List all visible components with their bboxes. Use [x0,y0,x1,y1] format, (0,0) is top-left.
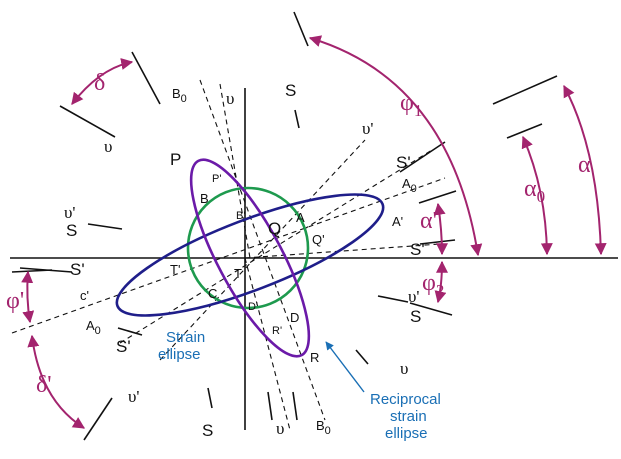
label-S-right: S [410,307,421,326]
unit-circle [186,186,310,310]
label-B0-top: B0 [172,86,187,105]
label-S-prime-left: S' [70,260,85,279]
label-T: T [234,266,242,281]
alpha0-arc [521,135,553,256]
label-A: A [296,210,305,225]
dashed-lines [11,79,446,431]
label-upsilon-left: υ [104,137,112,156]
reciprocal-strain-ellipse [189,158,311,358]
label-D-prime: D' [248,301,258,313]
dashed-line-upsilon-bottom [244,257,291,431]
delta-prime-arc [27,334,86,429]
label-D: D [290,310,299,325]
label-S-prime-lower-left: S' [116,337,131,356]
delta-label: δ [94,70,105,96]
alpha-prime-arc [433,202,448,256]
label-R-prime: R' [272,325,282,337]
label-T-prime: T' [170,262,180,277]
delta-arc [71,58,134,105]
label-c-prime: c' [80,288,89,303]
alpha-label: α [578,152,591,178]
dashed-line-upsilon-top [219,83,251,259]
label-upsilon-bottom: υ [276,419,284,438]
dashed-line-B0 [199,79,326,421]
label-upsilon-top: υ [226,89,234,108]
phi-prime-label: φ' [6,288,24,314]
label-P-prime: P' [212,173,221,185]
phi2-label: φ2 [422,270,444,300]
delta-prime-label: δ' [36,372,52,398]
label-S-left: S [66,221,77,240]
phi1-label: φ1 [400,90,422,120]
alpha0-label: α0 [524,176,545,206]
strain-ellipse-caption: Strain ellipse [158,329,209,363]
label-R: R [310,350,319,365]
phi2-arc [434,260,448,304]
label-upsilon-prime-right: υ' [408,287,419,306]
label-upsilon-prime-bottom: υ' [128,387,139,406]
label-Q: Q [268,219,281,238]
label-S-top: S [285,81,296,100]
alpha-arc [563,84,607,256]
label-upsilon-right: υ [400,359,408,378]
label-A-prime: A' [392,214,403,229]
phi1-arc [308,35,483,257]
reciprocal-ellipse-caption: Reciprocal strain ellipse [370,391,445,442]
label-upsilon-prime-left: υ' [64,203,75,222]
label-S-bottom: S [202,421,213,440]
label-Q-prime: Q' [312,232,325,247]
dashed-line-S-prime-upper [119,149,433,344]
label-S-prime-upper-right: S' [396,153,411,172]
label-S-prime-right: S' [410,240,425,259]
angle-arrows [21,35,607,429]
label-C: C [208,286,217,301]
dashed-line-A0 [11,177,446,334]
label-B0-bottom: B0 [316,418,331,437]
label-P: P [170,150,181,169]
label-upsilon-prime-top: υ' [362,119,373,138]
reciprocal-callout-arrow [325,341,365,393]
alpha-prime-label: α' [420,208,437,234]
label-A0-right: A0 [402,176,417,195]
label-A0-left: A0 [86,318,101,337]
label-B: B [200,191,209,206]
phi-prime-arc [21,270,35,324]
label-B-prime: B' [236,210,245,222]
